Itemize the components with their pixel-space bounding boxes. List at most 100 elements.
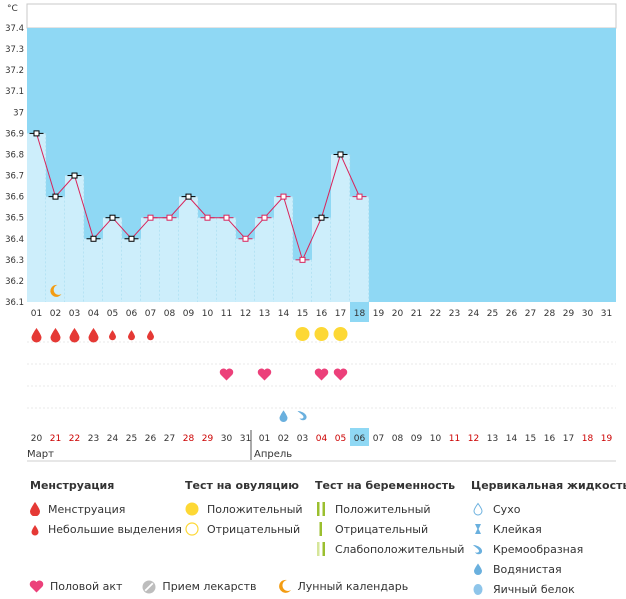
temperature-bar: [350, 196, 369, 302]
calendar-date-label: 11: [449, 434, 460, 444]
cycle-day-label: 02: [50, 309, 61, 319]
cycle-day-label: 29: [563, 309, 575, 319]
calendar-date-label: 20: [31, 434, 43, 444]
temperature-bar: [122, 238, 141, 302]
legend-label: Яичный белок: [493, 582, 575, 596]
calendar-date-label: 27: [164, 434, 175, 444]
legend-label: Сухо: [493, 502, 521, 516]
calendar-date-label: 24: [107, 434, 119, 444]
cycle-day-label: 15: [297, 309, 308, 319]
y-unit-label: °C: [7, 4, 18, 14]
menstruation-drop: [69, 328, 80, 343]
y-tick-label: 36.2: [5, 277, 24, 287]
calendar-date-label: 19: [601, 434, 613, 444]
egg-white-icon: [473, 584, 483, 595]
temperature-bar: [236, 238, 255, 302]
calendar-date-label: 07: [373, 434, 384, 444]
month-label: Апрель: [254, 449, 292, 460]
menstruation-drop: [31, 328, 42, 343]
menstruation-drop: [109, 330, 116, 341]
temperature-point: [356, 193, 363, 200]
calendar-date-label: 28: [183, 434, 195, 444]
legend-bottom: Половой акт Прием лекарств Лунный календ…: [29, 579, 428, 594]
cycle-day-label: 21: [411, 309, 422, 319]
calendar-date-label: 25: [126, 434, 137, 444]
calendar-date-label: 23: [88, 434, 99, 444]
drop-outline-icon: [473, 502, 483, 516]
menstruation-drop: [128, 330, 135, 341]
temperature-bar: [160, 217, 179, 302]
cycle-day-label: 30: [582, 309, 594, 319]
legend-label: Положительный: [335, 502, 431, 516]
legend-label: Слабоположительный: [335, 542, 465, 556]
y-tick-label: 36.9: [5, 129, 24, 139]
calendar-date-label: 22: [69, 434, 80, 444]
ovulation-positive-circle: [333, 327, 348, 341]
today-date-highlight: [350, 428, 369, 446]
temperature-point: [90, 235, 97, 242]
legend-medication: Прием лекарств: [142, 580, 257, 594]
temperature-point: [204, 214, 211, 221]
temperature-point: [128, 235, 135, 242]
pill-icon: [142, 580, 156, 593]
cycle-day-label: 01: [31, 309, 42, 319]
calendar-date-label: 31: [240, 434, 251, 444]
calendar-date-label: 26: [145, 434, 157, 444]
legend-fluid-title: Цервикальная жидкость: [471, 479, 626, 492]
cycle-day-label: 28: [544, 309, 556, 319]
y-tick-label: 37.2: [5, 66, 24, 76]
hourglass-icon: [475, 524, 481, 534]
legend-ovulation-item: Положительный: [185, 499, 303, 519]
cycle-day-label: 11: [221, 309, 232, 319]
legend-fluid-item: Водянистая: [471, 559, 626, 579]
temperature-point: [242, 235, 249, 242]
cycle-day-label: 25: [487, 309, 498, 319]
temperature-bar: [65, 175, 84, 302]
calendar-date-label: 12: [468, 434, 479, 444]
cycle-day-label: 16: [316, 309, 328, 319]
creamy-drop-icon: [473, 545, 483, 555]
legend-label: Лунный календарь: [297, 580, 409, 593]
drop-large-icon: [30, 502, 40, 516]
legend-fluid-item: Сухо: [471, 499, 626, 519]
legend-label: Водянистая: [493, 562, 562, 576]
moon-icon: [50, 284, 62, 297]
temperature-bar: [255, 217, 274, 302]
y-tick-label: 37: [13, 108, 24, 118]
calendar-date-label: 06: [354, 434, 366, 444]
calendar-date-label: 10: [430, 434, 442, 444]
cycle-day-label: 04: [88, 309, 100, 319]
legend-label: Менструация: [48, 502, 126, 516]
temperature-bar: [331, 154, 350, 302]
ovulation-positive-circle: [295, 327, 310, 341]
legend-pregnancy-title: Тест на беременность: [315, 479, 456, 492]
legend-label: Кремообразная: [493, 542, 584, 556]
cycle-day-label: 12: [240, 309, 251, 319]
cycle-day-label: 13: [259, 309, 270, 319]
heart-icon: [257, 368, 272, 381]
cycle-day-label: 26: [506, 309, 518, 319]
cycle-day-label: 10: [202, 309, 214, 319]
temperature-bar: [198, 217, 217, 302]
menstruation-drop: [147, 330, 154, 341]
legend-moon: Лунный календарь: [277, 579, 409, 594]
heart-icon: [219, 368, 234, 381]
legend-label: Отрицательный: [335, 522, 429, 536]
temperature-point: [185, 193, 192, 200]
legend-label: Половой акт: [50, 580, 123, 593]
month-label: Март: [27, 449, 54, 460]
today-highlight: [350, 302, 369, 322]
cycle-day-label: 24: [468, 309, 480, 319]
cycle-day-label: 19: [373, 309, 385, 319]
temperature-point: [261, 214, 268, 221]
calendar-date-label: 14: [506, 434, 518, 444]
calendar-date-label: 21: [50, 434, 61, 444]
legend-pregnancy-item: Слабоположительный: [315, 539, 464, 559]
one-line-icon: [319, 522, 322, 536]
calendar-date-label: 13: [487, 434, 498, 444]
heart-icon: [314, 368, 329, 381]
heart-icon: [333, 368, 348, 381]
calendar-date-label: 29: [202, 434, 214, 444]
temperature-bar: [27, 133, 46, 302]
calendar-date-label: 16: [544, 434, 556, 444]
